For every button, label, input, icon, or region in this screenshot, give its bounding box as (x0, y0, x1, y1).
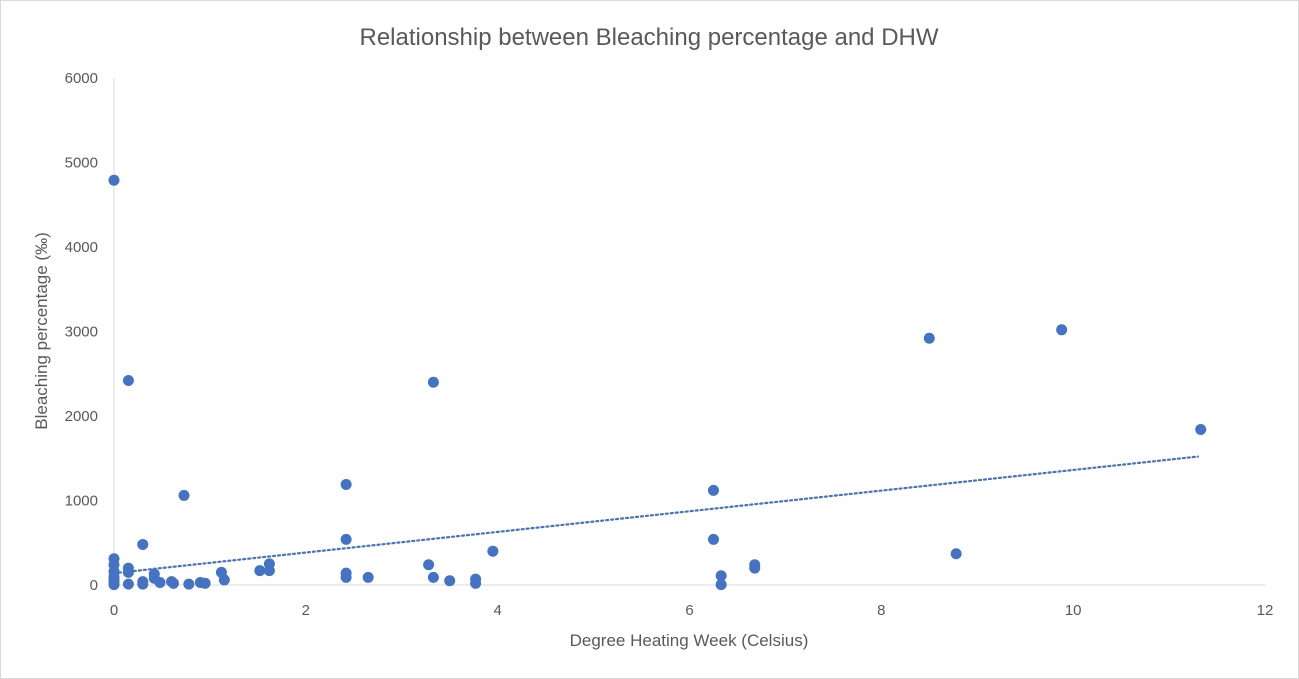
x-tick-label: 0 (110, 602, 118, 619)
data-point (423, 559, 435, 571)
data-point (707, 484, 719, 496)
y-tick-label: 2000 (65, 408, 98, 425)
data-point (137, 538, 149, 550)
x-axis-title: Degree Heating Week (Celsius) (570, 631, 809, 650)
y-axis-title: Bleaching percentage (‰) (32, 232, 51, 430)
y-tick-label: 6000 (65, 70, 98, 87)
y-axis: 0 1000 2000 3000 4000 5000 6000 (65, 70, 115, 594)
chart-title: Relationship between Bleaching percentag… (359, 24, 938, 51)
y-tick-label: 1000 (65, 493, 98, 510)
data-point (218, 574, 230, 586)
data-point (1195, 424, 1207, 436)
x-tick-label: 8 (877, 602, 885, 619)
x-tick-label: 4 (493, 602, 501, 619)
data-point (122, 566, 134, 578)
x-tick-label: 6 (685, 602, 693, 619)
trendline (112, 455, 1199, 575)
data-points (108, 174, 1207, 591)
data-point (470, 577, 482, 589)
data-point (137, 578, 149, 590)
x-tick-label: 10 (1065, 602, 1082, 619)
data-point (427, 571, 439, 583)
data-point (362, 571, 374, 583)
data-point (707, 533, 719, 545)
data-point (340, 533, 352, 545)
data-point (183, 578, 195, 590)
data-point (715, 579, 727, 591)
data-point (923, 332, 935, 344)
data-point (1056, 324, 1068, 336)
x-axis: 0 2 4 6 8 10 12 (110, 584, 1274, 619)
data-point (178, 489, 190, 501)
data-point (749, 562, 761, 574)
trendline-group (112, 455, 1199, 575)
data-point (108, 174, 120, 186)
data-point (254, 565, 266, 577)
data-point (122, 578, 134, 590)
y-tick-label: 3000 (65, 324, 98, 341)
data-point (167, 577, 179, 589)
y-tick-label: 4000 (65, 239, 98, 256)
data-point (950, 548, 962, 560)
y-tick-label: 0 (90, 577, 98, 594)
data-point (444, 575, 456, 587)
data-point (199, 577, 211, 589)
data-point (427, 376, 439, 388)
data-point (154, 576, 166, 588)
x-tick-label: 2 (302, 602, 310, 619)
data-point (108, 579, 120, 591)
data-point (122, 375, 134, 387)
data-point (340, 478, 352, 490)
x-tick-label: 12 (1257, 602, 1274, 619)
data-point (487, 545, 499, 557)
data-point (340, 571, 352, 583)
y-tick-label: 5000 (65, 155, 98, 172)
data-point (263, 565, 275, 577)
data-point (715, 570, 727, 582)
